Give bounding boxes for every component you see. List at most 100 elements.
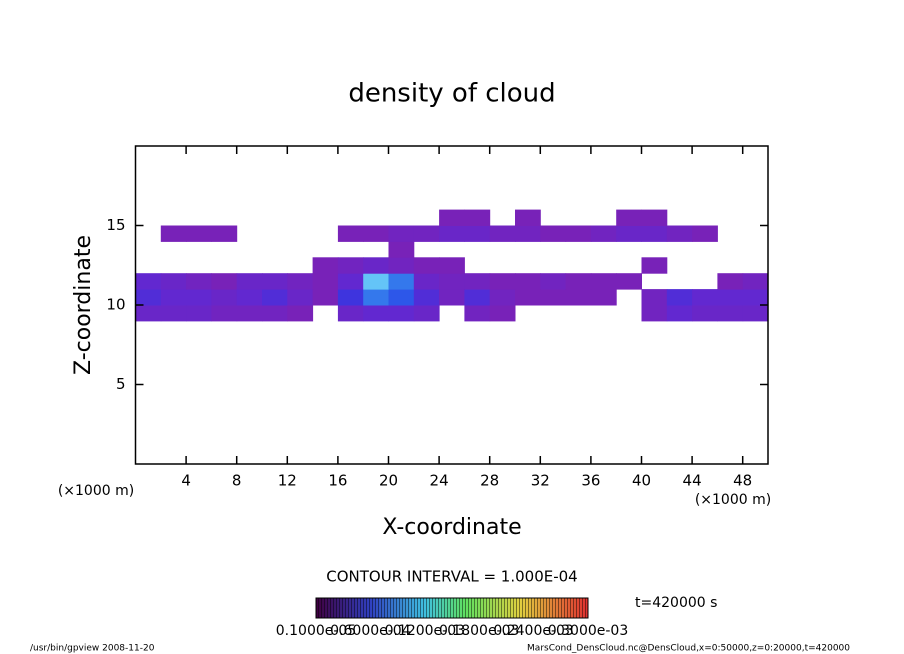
cell [388,241,415,258]
cell [742,273,769,290]
colorbar-label: 0.1800e-03 [439,623,519,639]
cell [515,209,541,226]
cell [337,257,364,274]
x-tick-label: 36 [581,472,600,490]
cell [211,225,238,242]
colorbar-label: 0.1000e-05 [276,623,356,639]
cell [312,257,339,274]
cell [363,289,389,306]
footer-right: MarsCond_DensCloud.nc@DensCloud,x=0:5000… [527,644,850,654]
cell [363,273,389,290]
cell [666,225,693,242]
cell [413,289,440,306]
chart-title: density of cloud [348,79,555,109]
cell [666,305,693,322]
cell [388,225,415,242]
cell [692,305,718,322]
cell [337,273,364,290]
cell [489,305,516,322]
x-tick-label: 12 [278,472,297,490]
cell [515,289,541,306]
cell [692,289,718,306]
cell [717,289,744,306]
cell [641,289,668,306]
colorbar-label: 0.3000e-03 [548,623,628,639]
cell [540,273,567,290]
cell [590,289,617,306]
colorbar-label: 0.1200e-03 [385,623,465,639]
colorbar-frame [315,597,589,619]
y-tick-label: 5 [116,375,126,393]
cell [186,305,212,322]
cell [692,225,718,242]
cell [337,289,364,306]
cell [160,289,187,306]
colorbar-label: 0.6000e-04 [330,623,411,639]
cell [262,273,288,290]
y-axis-label: Z-coordinate [71,235,96,375]
cell [363,257,389,274]
x-tick-label: 20 [379,472,398,490]
cell [641,305,668,322]
cell [616,225,642,242]
x-tick-label: 24 [430,472,449,490]
cell [489,273,516,290]
cell [135,289,162,306]
cell [464,305,491,322]
cell [236,289,263,306]
cell [413,225,440,242]
cell [337,305,364,322]
cell [641,257,668,274]
x-tick-label: 40 [632,472,651,490]
cell [590,225,617,242]
cell [616,273,642,290]
cell [186,273,212,290]
contour-interval: CONTOUR INTERVAL = 1.000E-04 [326,568,577,586]
cell [489,225,516,242]
x-tick-label: 48 [733,472,752,490]
cell [413,305,440,322]
cell [515,273,541,290]
x-tick-label: 28 [480,472,499,490]
cell [413,257,440,274]
x-unit: (×1000 m) [695,492,771,508]
cell [363,305,389,322]
cell [388,273,415,290]
cell [540,225,567,242]
cell [666,289,693,306]
cell [211,273,238,290]
cell [388,305,415,322]
cell [160,225,187,242]
cell [540,289,567,306]
x-tick-label: 44 [683,472,702,490]
cell [641,209,668,226]
cell [236,305,263,322]
colorbar-stripes [316,598,588,618]
cell [287,289,314,306]
cell [211,289,238,306]
cell [515,225,541,242]
cell [413,273,440,290]
cell [262,305,288,322]
cell [337,225,364,242]
cell [641,225,668,242]
cell [186,225,212,242]
cell [312,273,339,290]
cell [439,289,465,306]
cell [464,225,491,242]
y-unit: (×1000 m) [58,483,134,499]
cell [742,289,769,306]
cell [211,305,238,322]
cell [160,273,187,290]
cell [186,289,212,306]
x-tick-label: 32 [531,472,550,490]
time-label: t=420000 s [635,595,717,611]
cell [489,289,516,306]
field [135,209,769,322]
cell [565,225,592,242]
cell [439,257,465,274]
cell [464,289,491,306]
cell [439,273,465,290]
cell [717,305,744,322]
